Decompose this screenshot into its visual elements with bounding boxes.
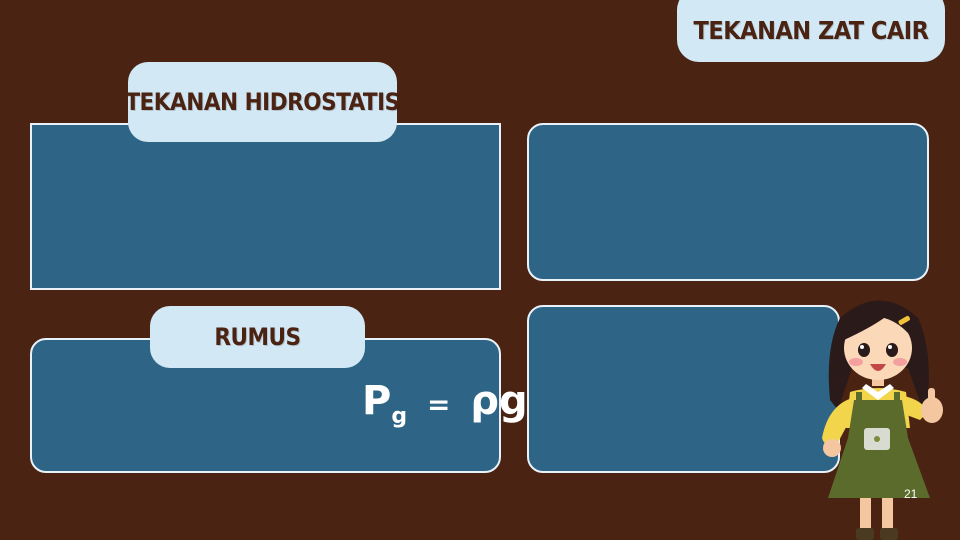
hidrostatis-panel <box>30 123 501 290</box>
left-eye <box>858 343 870 357</box>
left-shoe <box>856 528 874 540</box>
right-shoe <box>880 528 898 540</box>
page-number: 21 <box>904 487 918 501</box>
top-right-panel <box>527 123 929 281</box>
formula-label: RUMUS <box>150 306 365 368</box>
section-label: TEKANAN HIDROSTATIS <box>125 62 400 142</box>
section-label-text: TEKANAN HIDROSTATIS <box>125 88 400 116</box>
left-arm <box>822 398 852 447</box>
formula-symbol: P <box>362 378 392 424</box>
formula-subscript: g <box>391 404 408 429</box>
mouth <box>870 364 886 371</box>
right-hand <box>921 397 943 423</box>
hair-bangs <box>844 302 914 340</box>
thumb <box>928 388 935 404</box>
left-leg <box>860 493 871 533</box>
right-leg <box>882 493 893 533</box>
left-hand <box>823 439 841 457</box>
right-eye <box>886 343 898 357</box>
bottom-right-panel <box>527 305 840 473</box>
formula-label-text: RUMUS <box>214 323 301 351</box>
girl-thumbs-up-illustration <box>822 300 943 540</box>
pocket-flower-icon <box>874 436 880 442</box>
formula-equals: = <box>427 388 451 421</box>
collar <box>862 384 894 400</box>
slide-title-text: TEKANAN ZAT CAIR <box>693 15 929 45</box>
hair-clip <box>898 316 910 325</box>
slide-title-tag: TEKANAN ZAT CAIR <box>677 0 945 62</box>
